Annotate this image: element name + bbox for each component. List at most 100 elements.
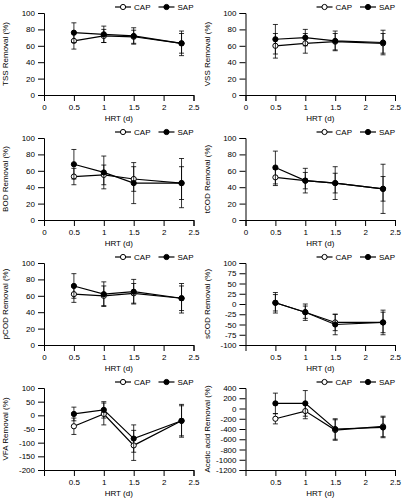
error-bar [333, 314, 338, 335]
legend-entry: SAP [158, 253, 193, 262]
point [380, 186, 385, 191]
y-axis-line [240, 14, 247, 96]
y-tick: 0 [31, 216, 44, 225]
y-tick-mark [240, 284, 246, 285]
y-tick: 25 [228, 290, 246, 299]
point [131, 181, 136, 186]
x-axis-line [246, 471, 396, 477]
series [71, 149, 184, 207]
legend-entry: SAP [158, 378, 193, 387]
y-tick: 20 [26, 75, 44, 84]
x-tick-mark [395, 95, 396, 101]
x-tick-label: 0.5 [69, 103, 81, 112]
y-tick-mark [38, 187, 44, 188]
x-axis-line [45, 471, 195, 477]
y-tick-mark [38, 296, 44, 297]
legend: CAPSAP [115, 128, 193, 137]
y-tick: 0 [232, 91, 245, 100]
y-tick: 0 [31, 341, 44, 350]
y-tick: -50 [225, 321, 246, 330]
series [273, 24, 386, 54]
legend-swatch-marker [164, 129, 169, 134]
x-tick: 1 [102, 220, 107, 237]
point [131, 33, 136, 38]
point [273, 37, 278, 42]
y-tick-label: 100 [223, 134, 237, 143]
y-tick-label: 20 [228, 200, 237, 209]
x-tick: 1.5 [129, 470, 141, 487]
y-tick-label: 40 [228, 183, 237, 192]
legend-entry: CAP [115, 378, 150, 387]
y-tick: -800 [220, 446, 245, 455]
x-tick-mark [74, 95, 75, 101]
x-tick: 0.5 [270, 95, 282, 112]
figure: 00.511.522.5020406080100HRT (d)TSS Remov… [0, 0, 403, 500]
y-tick-label: -200 [19, 466, 36, 475]
y-tick-mark [38, 171, 44, 172]
x-axis-title: HRT (d) [105, 239, 133, 248]
legend: CAP SAP [115, 378, 193, 387]
x-tick: 1 [304, 220, 309, 237]
x-tick: 0 [42, 345, 47, 362]
point [380, 186, 385, 191]
y-tick-label: 20 [26, 325, 35, 334]
x-tick-mark [365, 95, 366, 101]
y-tick-label: 60 [26, 292, 35, 301]
x-tick-label: 1 [102, 228, 107, 237]
x-tick-mark [365, 470, 366, 476]
y-tick-mark [240, 273, 246, 274]
x-axis-title: HRT (d) [105, 364, 133, 373]
plot-area [71, 274, 184, 313]
point [179, 418, 184, 423]
series [71, 274, 184, 313]
error-bar [131, 163, 136, 204]
y-tick-mark [38, 402, 44, 403]
y-tick: 80 [228, 150, 246, 159]
x-tick-mark [134, 345, 135, 351]
x-tick: 1.5 [129, 95, 141, 112]
y-axis-line [38, 14, 45, 96]
x-tick-mark [335, 470, 336, 476]
error-bar [333, 167, 338, 200]
error-bar [273, 293, 278, 314]
plot-area [273, 24, 386, 58]
x-tick: 1.5 [129, 345, 141, 362]
point [273, 416, 278, 421]
y-axis-line [38, 264, 45, 346]
series-line [275, 403, 383, 429]
y-tick-mark [240, 314, 246, 315]
x-axis-line [246, 346, 396, 352]
series [71, 23, 184, 53]
panel: 00.511.522.5020406080100HRT (d)VSS Remov… [203, 3, 402, 123]
y-tick: -400 [220, 425, 245, 434]
error-bar [71, 23, 76, 43]
legend-swatch-marker [120, 129, 125, 134]
point [273, 300, 278, 305]
x-tick-mark [104, 470, 105, 476]
y-tick-label: -1000 [216, 456, 237, 465]
y-tick-label: -100 [19, 439, 36, 448]
series-line [74, 33, 182, 44]
series [71, 29, 184, 55]
y-tick: 20 [228, 75, 246, 84]
y-tick-label: -100 [220, 341, 237, 350]
x-tick-label: 1.5 [129, 353, 141, 362]
x-tick-label: 1.5 [330, 478, 342, 487]
y-tick-label: 100 [22, 9, 36, 18]
x-tick: 0 [244, 220, 249, 237]
y-tick: 60 [26, 42, 44, 51]
series [273, 151, 386, 213]
point [380, 320, 385, 325]
y-tick-label: 0 [31, 91, 36, 100]
point [380, 425, 385, 430]
x-tick-label: 0 [42, 228, 47, 237]
series [273, 403, 386, 440]
error-bar [131, 279, 136, 304]
legend: CAPSAP [115, 3, 193, 12]
plot-area [71, 149, 184, 207]
y-tick: 50 [26, 398, 44, 407]
point [131, 34, 136, 39]
y-tick: -1000 [216, 456, 245, 465]
x-tick-mark [275, 95, 276, 101]
y-tick-mark [240, 294, 246, 295]
